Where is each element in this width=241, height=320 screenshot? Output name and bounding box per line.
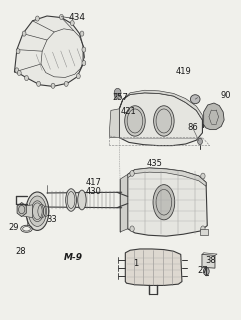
- Text: 419: 419: [175, 68, 191, 76]
- Text: 421: 421: [121, 108, 137, 116]
- Circle shape: [60, 14, 63, 20]
- Circle shape: [80, 31, 84, 36]
- Text: 27: 27: [197, 266, 208, 275]
- Text: 29: 29: [8, 223, 19, 232]
- Ellipse shape: [28, 196, 46, 227]
- Circle shape: [130, 171, 134, 176]
- Circle shape: [16, 49, 20, 54]
- Polygon shape: [119, 90, 202, 120]
- Ellipse shape: [26, 192, 49, 230]
- Ellipse shape: [66, 189, 77, 211]
- Polygon shape: [120, 174, 128, 232]
- Circle shape: [198, 138, 202, 145]
- Polygon shape: [128, 168, 207, 236]
- Text: 28: 28: [15, 247, 26, 256]
- Circle shape: [17, 70, 21, 76]
- Text: 434: 434: [69, 13, 86, 22]
- Polygon shape: [119, 93, 202, 146]
- Polygon shape: [202, 254, 215, 268]
- Circle shape: [37, 81, 40, 86]
- Ellipse shape: [190, 95, 200, 104]
- Circle shape: [201, 173, 205, 179]
- Circle shape: [130, 226, 134, 232]
- Circle shape: [22, 31, 26, 36]
- Polygon shape: [125, 249, 182, 285]
- Circle shape: [114, 88, 121, 97]
- Text: 90: 90: [220, 92, 231, 100]
- Ellipse shape: [154, 106, 174, 136]
- Ellipse shape: [153, 185, 175, 220]
- Circle shape: [25, 76, 28, 81]
- Text: 257: 257: [113, 93, 128, 102]
- Text: 1: 1: [134, 260, 139, 268]
- Circle shape: [51, 83, 55, 88]
- Text: 430: 430: [86, 188, 102, 196]
- Circle shape: [82, 60, 86, 66]
- Polygon shape: [14, 16, 83, 86]
- Text: 435: 435: [146, 159, 162, 168]
- Circle shape: [70, 20, 74, 26]
- Text: 38: 38: [206, 256, 216, 265]
- Circle shape: [35, 16, 39, 21]
- Text: 417: 417: [86, 178, 102, 187]
- Polygon shape: [200, 229, 208, 235]
- Circle shape: [64, 81, 68, 86]
- Text: 86: 86: [187, 124, 198, 132]
- Circle shape: [82, 47, 86, 52]
- Polygon shape: [128, 168, 206, 186]
- Circle shape: [76, 74, 80, 79]
- Text: 33: 33: [47, 215, 57, 224]
- Polygon shape: [204, 103, 224, 130]
- Circle shape: [15, 68, 19, 73]
- Polygon shape: [17, 203, 26, 217]
- Polygon shape: [23, 205, 33, 218]
- Circle shape: [203, 268, 209, 275]
- Circle shape: [201, 226, 205, 232]
- Ellipse shape: [125, 106, 145, 136]
- Text: M-9: M-9: [64, 253, 83, 262]
- Ellipse shape: [78, 190, 86, 210]
- Polygon shape: [110, 109, 119, 138]
